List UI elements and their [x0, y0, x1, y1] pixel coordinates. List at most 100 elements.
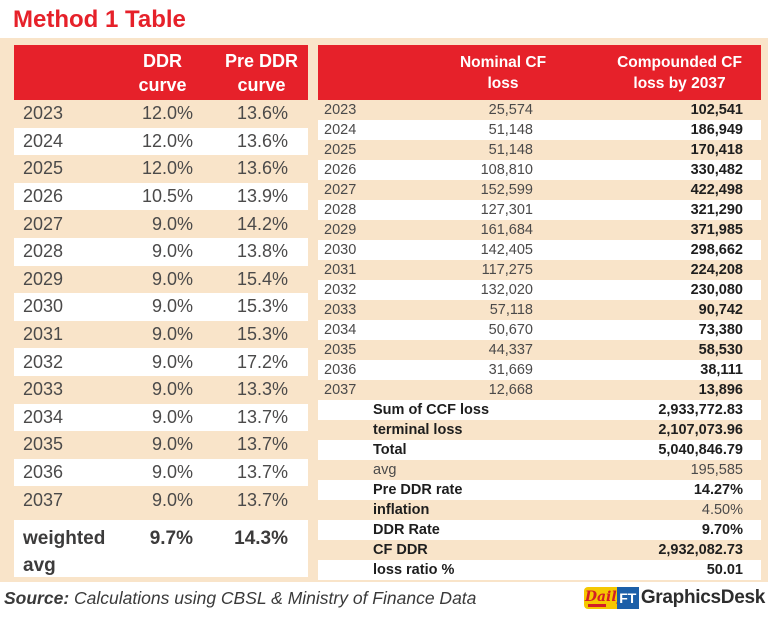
source-text: Calculations using CBSL & Ministry of Fi…: [74, 588, 477, 608]
table-row: 2027 9.0% 14.2%: [14, 210, 308, 238]
summary-label: terminal loss: [373, 422, 463, 438]
table-row: 2025 51,148 170,418: [318, 140, 761, 160]
table-row: 2026 10.5% 13.9%: [14, 182, 308, 211]
year-cell: 2027: [23, 213, 64, 234]
table-row: 2037 9.0% 13.7%: [14, 486, 308, 514]
page-title: Method 1 Table: [13, 6, 186, 33]
year-cell: 2025: [23, 158, 64, 179]
nominal-cf-loss-cell: 108,810: [480, 162, 533, 178]
year-cell: 2035: [23, 434, 64, 455]
nominal-cf-loss-cell: 51,148: [488, 122, 533, 138]
year-cell: 2032: [23, 351, 64, 372]
ddr-curve-cell: 10.5%: [141, 186, 193, 207]
nominal-cf-loss-cell: 117,275: [481, 262, 533, 278]
header-pre-ddr-line2: curve: [237, 74, 286, 95]
nominal-cf-loss-cell: 50,670: [488, 322, 533, 338]
pre-ddr-curve-cell: 15.3%: [236, 324, 288, 345]
compounded-cf-loss-cell: 371,985: [690, 222, 743, 238]
year-cell: 2024: [324, 122, 357, 138]
year-cell: 2029: [324, 222, 357, 238]
table-row: 2032 9.0% 17.2%: [14, 348, 308, 376]
daily-wordmark: Daily: [584, 588, 625, 605]
ddr-curve-table: DDR curve Pre DDR curve 2023 12.0% 13.6% 20…: [14, 45, 308, 577]
table-row: 2028 127,301 321,290: [318, 200, 761, 220]
compounded-cf-loss-cell: 330,482: [690, 162, 743, 178]
summary-value: 5,040,846.79: [658, 442, 743, 458]
table-row: 2036 9.0% 13.7%: [14, 458, 308, 487]
header-year-blank: [14, 49, 110, 97]
header-ddr-curve: DDR curve: [110, 49, 215, 97]
weighted-avg-label: weighted avg: [23, 527, 106, 576]
year-cell: 2031: [23, 324, 64, 345]
compounded-cf-loss-cell: 298,662: [690, 242, 743, 258]
table-row: 2024 51,148 186,949: [318, 120, 761, 140]
table-row: 2028 9.0% 13.8%: [14, 237, 308, 266]
year-cell: 2032: [324, 282, 357, 298]
summary-value: 2,107,073.96: [658, 422, 743, 438]
pre-ddr-curve-cell: 17.2%: [236, 351, 288, 372]
nominal-cf-loss-cell: 12,668: [488, 382, 533, 398]
summary-label: Pre DDR rate: [373, 482, 463, 498]
ddr-curve-cell: 9.0%: [151, 351, 193, 372]
summary-row: terminal loss 2,107,073.96: [318, 420, 761, 440]
summary-row: Pre DDR rate 14.27%: [318, 480, 761, 500]
year-cell: 2034: [324, 322, 357, 338]
year-cell: 2025: [324, 142, 357, 158]
year-cell: 2028: [324, 202, 357, 218]
compounded-cf-loss-cell: 321,290: [690, 202, 743, 218]
summary-row: DDR Rate 9.70%: [318, 520, 761, 540]
nominal-cf-loss-cell: 161,684: [480, 222, 533, 238]
nominal-cf-loss-cell: 152,599: [480, 182, 533, 198]
summary-value: 4.50%: [701, 502, 743, 518]
table-row: 2035 44,337 58,530: [318, 340, 761, 360]
table-row: 2034 50,670 73,380: [318, 320, 761, 340]
table-panel: DDR curve Pre DDR curve 2023 12.0% 13.6% 20…: [0, 38, 768, 582]
pre-ddr-curve-cell: 15.3%: [236, 296, 288, 317]
year-cell: 2036: [23, 462, 64, 483]
year-cell: 2037: [23, 489, 64, 510]
ddr-curve-cell: 12.0%: [141, 158, 193, 179]
pre-ddr-curve-cell: 13.9%: [236, 186, 288, 207]
compounded-cf-loss-cell: 186,949: [690, 122, 743, 138]
year-cell: 2028: [23, 241, 64, 262]
table-row: 2033 57,118 90,742: [318, 300, 761, 320]
ddr-curve-cell: 9.0%: [151, 379, 193, 400]
summary-value: 195,585: [690, 462, 743, 478]
graphicsdesk-wordmark: GraphicsDesk: [640, 587, 765, 608]
left-table-rows: 2023 12.0% 13.6% 2024 12.0% 13.6% 2025 12.0% 13.…: [14, 100, 308, 514]
pre-ddr-curve-cell: 13.7%: [236, 462, 288, 483]
table-row: 2029 161,684 371,985: [318, 220, 761, 240]
summary-value: 50.01: [706, 562, 743, 578]
ft-logo-icon: FT: [616, 587, 639, 609]
header-pre-ddr-line1: Pre DDR: [224, 50, 299, 71]
summary-row: Sum of CCF loss 2,933,772.83: [318, 400, 761, 420]
weighted-avg-row: weighted avg 9.7% 14.3%: [14, 519, 308, 577]
table-row: 2026 108,810 330,482: [318, 160, 761, 180]
table-row: 2023 12.0% 13.6%: [14, 100, 308, 128]
nominal-cf-loss-cell: 142,405: [480, 242, 533, 258]
ddr-curve-cell: 9.0%: [151, 213, 193, 234]
cf-loss-table: Nominal CF loss Compounded CF loss by 20…: [318, 45, 761, 580]
summary-value: 2,933,772.83: [658, 402, 743, 418]
logo-red-bar: [587, 604, 606, 607]
pre-ddr-curve-cell: 13.8%: [236, 241, 288, 262]
table-row: 2036 31,669 38,111: [318, 360, 761, 380]
nominal-cf-loss-cell: 31,669: [488, 362, 533, 378]
compounded-cf-loss-cell: 38,111: [700, 362, 743, 378]
summary-label: Sum of CCF loss: [373, 402, 490, 418]
weighted-avg-ddr: 9.7%: [149, 527, 193, 549]
nominal-cf-loss-cell: 132,020: [480, 282, 533, 298]
nominal-cf-loss-cell: 25,574: [488, 102, 533, 118]
header-pre-ddr-curve: Pre DDR curve: [215, 49, 308, 97]
summary-value: 14.27%: [693, 482, 743, 498]
summary-label: loss ratio %: [373, 562, 455, 578]
table-row: 2027 152,599 422,498: [318, 180, 761, 200]
compounded-cf-loss-cell: 58,530: [698, 342, 743, 358]
summary-row: loss ratio % 50.01: [318, 560, 761, 580]
year-cell: 2036: [324, 362, 357, 378]
pre-ddr-curve-cell: 15.4%: [236, 268, 288, 289]
year-cell: 2023: [23, 103, 64, 124]
year-cell: 2037: [324, 382, 357, 398]
pre-ddr-curve-cell: 14.2%: [236, 213, 288, 234]
header-compounded-line2: loss by 2037: [633, 74, 726, 92]
